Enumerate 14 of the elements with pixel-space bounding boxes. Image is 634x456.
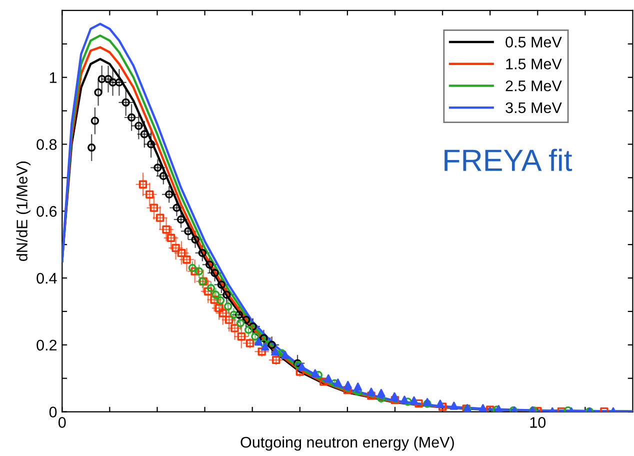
x-tick-label: 10: [530, 417, 546, 428]
legend-label: 2.5 MeV: [506, 80, 562, 92]
legend-label: 3.5 MeV: [506, 102, 562, 114]
y-tick-label: 0.6: [36, 206, 57, 217]
y-axis-title: dN/dE (1/MeV): [16, 162, 30, 261]
annotation: FREYA fit: [444, 148, 572, 172]
y-tick-label: 1: [50, 72, 57, 83]
y-tick-label: 0.2: [36, 340, 57, 351]
x-axis-title: Outgoing neutron energy (MeV): [240, 436, 454, 451]
y-tick-label: 0.8: [36, 139, 57, 150]
y-tick-label: 0: [49, 406, 57, 418]
legend-label: 1.5 MeV: [506, 58, 562, 70]
y-tick-label: 0.4: [36, 272, 57, 284]
legend-label: 0.5 MeV: [506, 36, 562, 48]
